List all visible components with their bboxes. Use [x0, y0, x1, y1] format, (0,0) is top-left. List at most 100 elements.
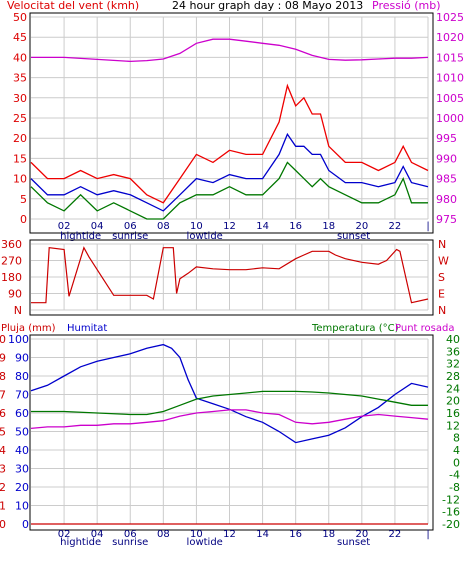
humidity-tick-40: 40	[15, 444, 29, 457]
wind-panel-frame	[29, 12, 434, 234]
rain-xtick-0: 02	[58, 529, 71, 540]
humidity-tick-90: 90	[15, 352, 29, 365]
rain-xtick-9: 20	[355, 529, 368, 540]
rain-event-sunset: sunset	[337, 537, 370, 548]
direction-tick-4: 360	[1, 238, 22, 251]
temperature-tick-0: 0	[453, 456, 460, 469]
wind-tick-5: 5	[20, 193, 27, 206]
temperature-tick-8: 8	[453, 432, 460, 445]
wind-xtick-10: 22	[389, 221, 402, 232]
temperature-tick-24: 24	[446, 382, 460, 395]
rain-legend: Pluja (mm)	[1, 323, 56, 334]
rain-event-sunrise: sunrise	[112, 537, 148, 548]
humidity-tick-30: 30	[15, 463, 29, 476]
humidity-line	[30, 343, 429, 444]
rain-event-lowtide: lowtide	[187, 537, 223, 548]
humidity-tick-70: 70	[15, 389, 29, 402]
direction-tick-1: 90	[8, 288, 22, 301]
wind-tick-20: 20	[13, 132, 27, 145]
wind-event-lowtide: lowtide	[187, 231, 223, 242]
direction-tick-3: 270	[1, 255, 22, 268]
humidity-tick-10: 10	[15, 500, 29, 513]
rain-tick-1: 1	[0, 500, 6, 513]
humidity-tick-80: 80	[15, 370, 29, 383]
temperature-tick--20: -20	[442, 518, 460, 531]
temperature-tick-40: 40	[446, 333, 460, 346]
rain-event-hightide: hightide	[60, 537, 101, 548]
temperature-tick-28: 28	[446, 370, 460, 383]
temperature-tick-12: 12	[446, 419, 460, 432]
wind_dir-line	[31, 246, 429, 304]
wind-xtick-1: 04	[91, 221, 104, 232]
wind-xtick-0: 02	[58, 221, 71, 232]
wind-xtick-11: |	[426, 221, 429, 232]
wind-event-hightide: hightide	[60, 231, 101, 242]
rain-tick-9: 9	[0, 352, 6, 365]
temperature-tick--12: -12	[442, 493, 460, 506]
wind-xtick-6: 14	[256, 221, 269, 232]
direction-panel-frame	[29, 239, 434, 316]
mean-line	[30, 132, 429, 212]
wind-xtick-5: 12	[223, 221, 236, 232]
rain-xtick-6: 14	[256, 529, 269, 540]
wind-tick-50: 50	[13, 11, 27, 24]
pressure-axis-title: Pressió (mb)	[372, 0, 441, 12]
rain-xtick-2: 06	[124, 529, 137, 540]
humidity-tick-100: 100	[8, 333, 29, 346]
humidity-tick-20: 20	[15, 481, 29, 494]
rain-xtick-8: 18	[322, 529, 335, 540]
wind-tick-0: 0	[20, 213, 27, 226]
pressure-tick-1000: 1000	[436, 112, 464, 125]
rain-xtick-4: 10	[190, 529, 203, 540]
temperature-tick--16: -16	[442, 506, 460, 519]
wind-event-sunrise: sunrise	[112, 231, 148, 242]
humidity-tick-50: 50	[15, 426, 29, 439]
pressure-tick-980: 980	[436, 193, 457, 206]
humidity-tick-60: 60	[15, 407, 29, 420]
rain-xtick-11: |	[426, 529, 429, 540]
compass-tick-3: W	[438, 255, 449, 268]
pressure-tick-995: 995	[436, 132, 457, 145]
humidity-tick-0: 0	[22, 518, 29, 531]
wind-xtick-4: 10	[190, 221, 203, 232]
wind-tick-25: 25	[13, 112, 27, 125]
temperature-tick-32: 32	[446, 358, 460, 371]
direction-tick-2: 180	[1, 271, 22, 284]
wind-tick-30: 30	[13, 92, 27, 105]
dewpoint-line	[30, 409, 429, 430]
temperature-line	[31, 390, 428, 416]
rain-xtick-10: 22	[389, 529, 402, 540]
wind-event-sunset: sunset	[337, 231, 370, 242]
temperature-tick-20: 20	[446, 395, 460, 408]
rain-tick-5: 5	[0, 426, 6, 439]
wind-xtick-2: 06	[124, 221, 137, 232]
pressure-tick-990: 990	[436, 152, 457, 165]
temperature-tick--8: -8	[449, 481, 460, 494]
temperature-tick-16: 16	[446, 407, 460, 420]
rain-xtick-3: 08	[157, 529, 170, 540]
wind-xtick-3: 08	[157, 221, 170, 232]
rain-xtick-7: 16	[289, 529, 302, 540]
compass-tick-2: S	[438, 271, 445, 284]
rain-tick-4: 4	[0, 444, 6, 457]
wind-speed-axis-title: Velocitat del vent (kmh)	[7, 0, 140, 12]
rain-tick-7: 7	[0, 389, 6, 402]
rain-tick-6: 6	[0, 407, 6, 420]
temperature-tick-4: 4	[453, 444, 460, 457]
wind-tick-45: 45	[13, 31, 27, 44]
wind-tick-10: 10	[13, 173, 27, 186]
compass-tick-4: N	[438, 238, 446, 251]
rain-panel-frame	[29, 334, 434, 531]
rain-tick-3: 3	[0, 463, 6, 476]
compass-tick-1: E	[438, 288, 445, 301]
wind-tick-15: 15	[13, 152, 27, 165]
pressure-tick-1025: 1025	[436, 11, 464, 24]
pressure-tick-1020: 1020	[436, 31, 464, 44]
humidity-legend: Humitat	[67, 323, 107, 334]
pressure-tick-1005: 1005	[436, 92, 464, 105]
rain-tick-0: 0	[0, 518, 6, 531]
green-line	[30, 161, 428, 220]
pressure-line	[31, 38, 429, 63]
